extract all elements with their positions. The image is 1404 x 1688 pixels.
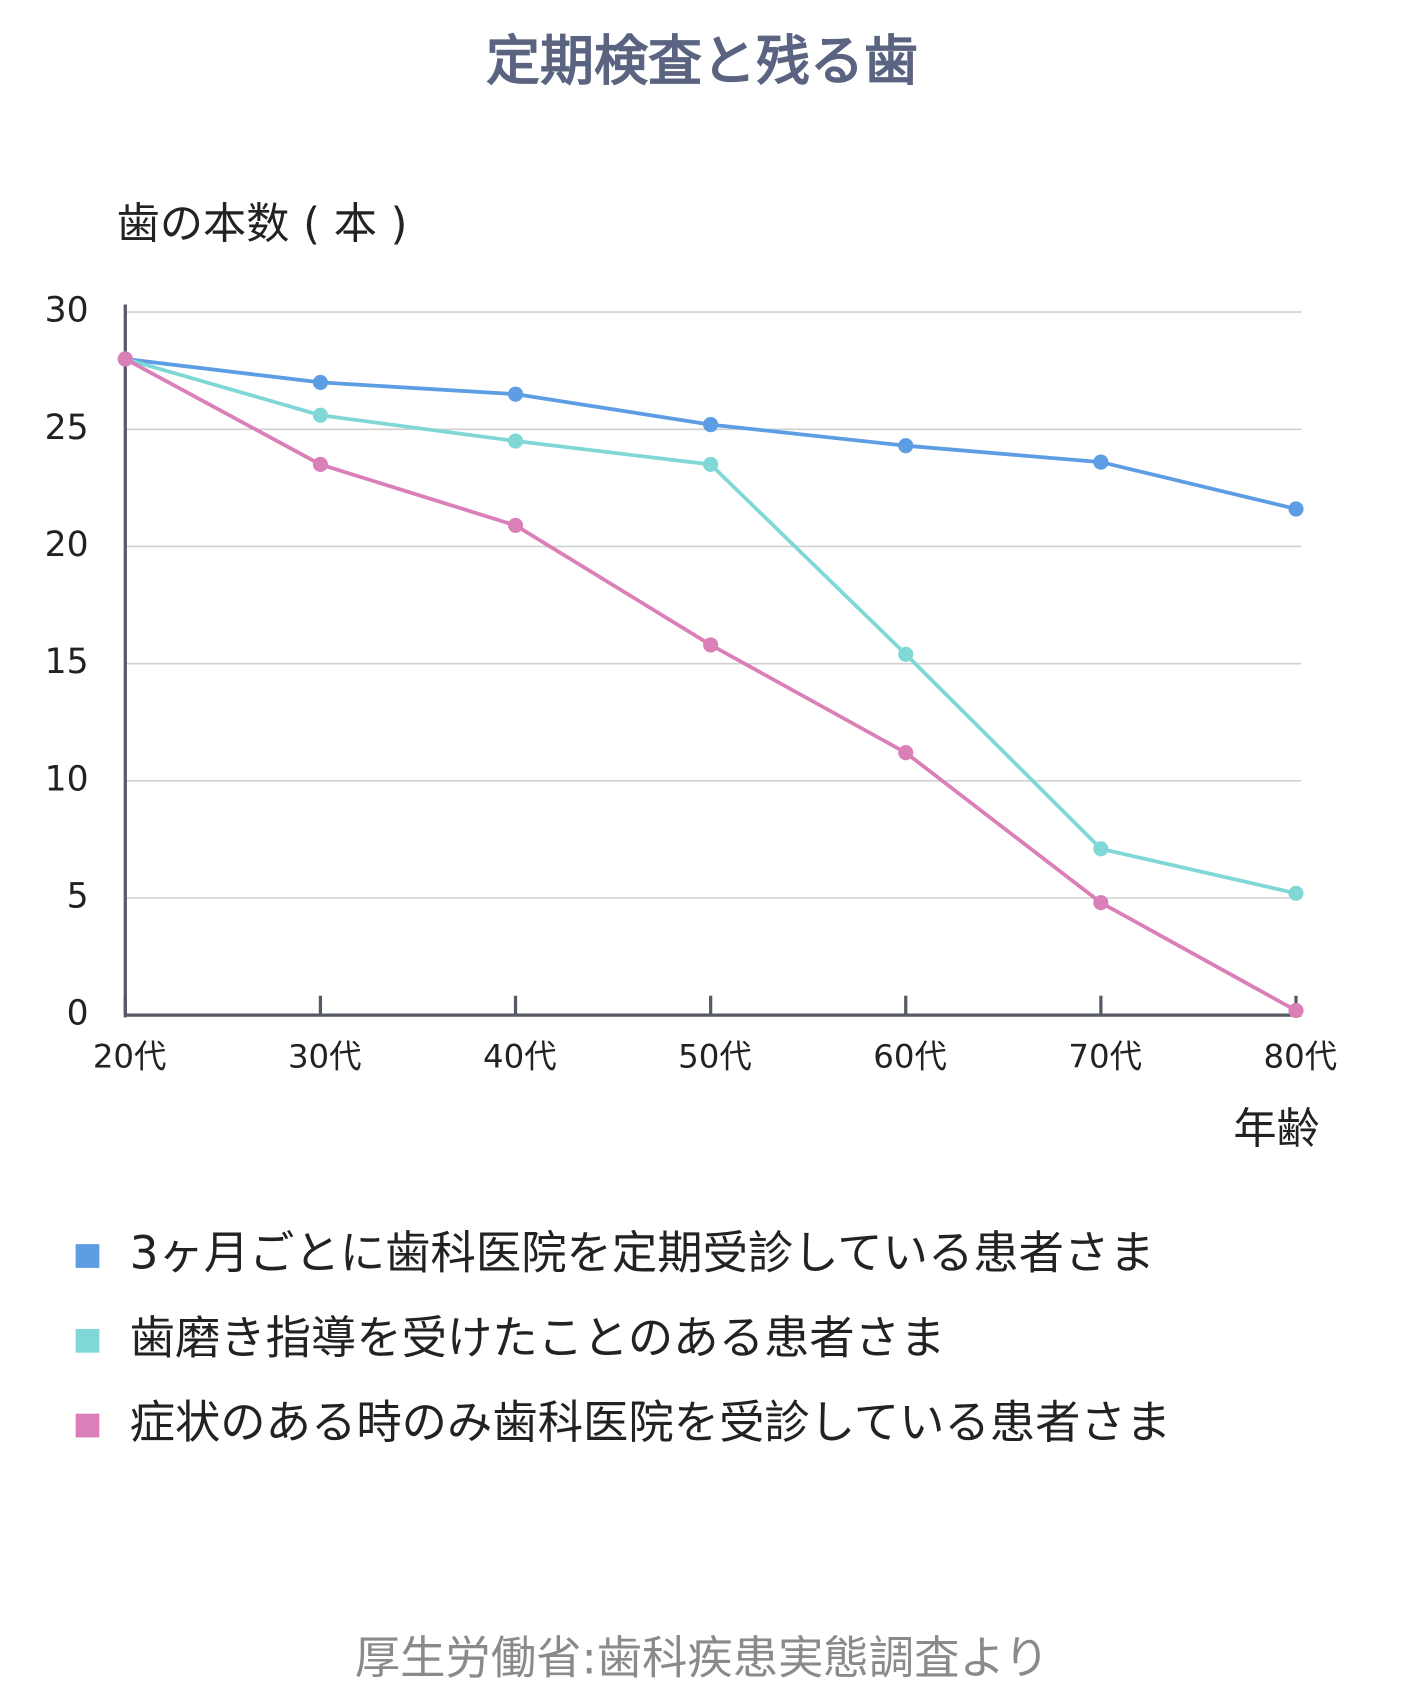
data-point — [1288, 885, 1304, 901]
data-point — [1288, 501, 1304, 517]
data-point — [312, 374, 328, 390]
y-tick-label: 10 — [45, 759, 89, 799]
legend-label: 3ヶ月ごとに歯科医院を定期受診している患者さま — [130, 1227, 1155, 1280]
series-line — [125, 357, 1297, 511]
series-line — [124, 357, 1297, 1013]
y-tick-label: 25 — [45, 408, 89, 448]
data-point — [1093, 841, 1109, 857]
source-note: 厚生労働省:歯科疾患実態調査より — [355, 1632, 1050, 1685]
legend-swatch — [75, 1328, 100, 1353]
data-point — [703, 456, 719, 473]
legend-label: 症状のある時のみ歯科医院を受診している患者さま — [130, 1396, 1172, 1449]
data-point — [507, 386, 524, 402]
data-point — [312, 456, 328, 473]
x-tick-label: 80代 — [1264, 1037, 1338, 1075]
x-axis-label: 年齢 — [1233, 1104, 1319, 1154]
x-tick-label: 50代 — [678, 1037, 752, 1075]
data-point — [703, 417, 719, 433]
series-line — [124, 357, 1297, 896]
data-point — [1093, 454, 1109, 470]
y-tick-label: 30 — [45, 291, 89, 331]
legend-swatch — [75, 1244, 100, 1268]
x-tick-label: 30代 — [288, 1037, 362, 1075]
x-tick-label: 60代 — [873, 1037, 947, 1075]
data-point — [703, 637, 719, 653]
data-point — [898, 438, 914, 454]
x-tick-label: 20代 — [93, 1037, 167, 1075]
data-point — [898, 745, 914, 761]
y-tick-label: 0 — [67, 994, 89, 1034]
chart-title: 定期検査と残る歯 — [486, 29, 918, 92]
data-point — [507, 433, 524, 449]
y-tick-label: 20 — [45, 525, 89, 565]
x-tick-label: 70代 — [1068, 1037, 1142, 1075]
data-point — [898, 646, 914, 662]
y-tick-label: 5 — [67, 876, 89, 916]
legend-swatch — [75, 1413, 100, 1438]
legend-label: 歯磨き指導を受けたことのある患者さま — [130, 1311, 946, 1364]
data-point — [117, 351, 133, 367]
data-point — [312, 407, 328, 423]
data-point — [1288, 1002, 1304, 1019]
data-point — [507, 517, 524, 533]
data-point — [1093, 895, 1109, 911]
x-tick-label: 40代 — [483, 1037, 557, 1075]
y-axis-label: 歯の本数 ( 本 ) — [117, 199, 408, 249]
y-tick-label: 15 — [45, 642, 89, 682]
